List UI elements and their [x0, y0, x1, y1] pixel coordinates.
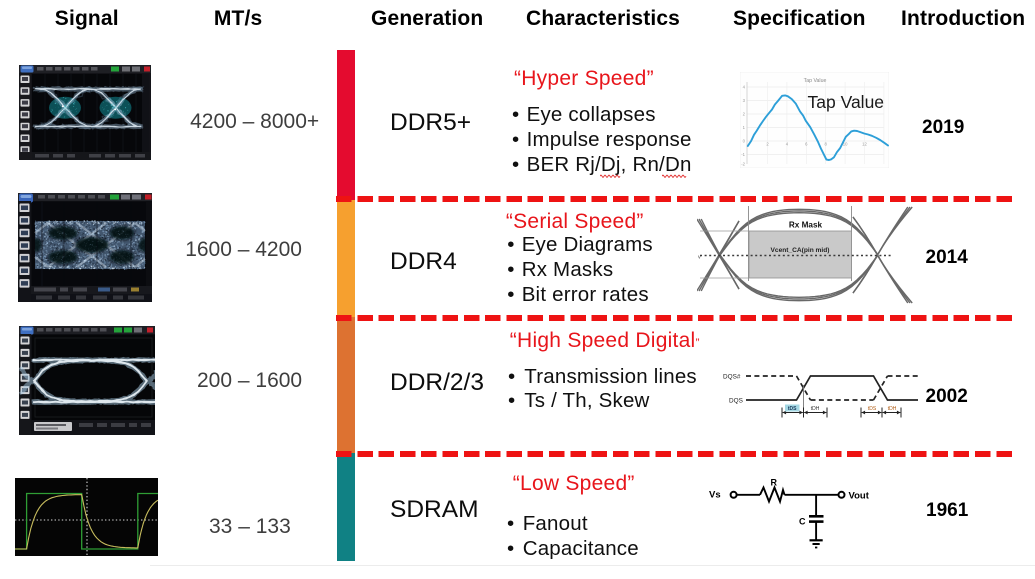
svg-text:tDH: tDH: [888, 406, 897, 412]
svg-text:12: 12: [862, 142, 867, 147]
svg-text:C: C: [799, 517, 806, 527]
svg-text:DQS: DQS: [729, 398, 743, 405]
svg-text:-1: -1: [741, 152, 745, 157]
svg-text:10: 10: [843, 142, 848, 147]
svg-text:4: 4: [786, 142, 789, 147]
svg-text:tDH: tDH: [811, 406, 820, 412]
svg-text:2: 2: [766, 142, 769, 147]
svg-text:R: R: [771, 478, 778, 488]
svg-text:v: v: [698, 255, 701, 261]
svg-text:tDS: tDS: [788, 406, 797, 412]
svg-text:DQS#: DQS#: [723, 374, 741, 381]
svg-text:-2: -2: [741, 162, 745, 167]
svg-text:0: 0: [743, 139, 746, 144]
svg-text:6: 6: [805, 142, 808, 147]
svg-text:8: 8: [825, 142, 828, 147]
svg-text:2: 2: [743, 112, 746, 117]
svg-text:tDS: tDS: [868, 406, 877, 412]
svg-text:Vout: Vout: [849, 491, 870, 502]
svg-text:Vcent_CA(pin mid): Vcent_CA(pin mid): [771, 247, 830, 254]
svg-text:3: 3: [743, 98, 746, 103]
svg-text:Tap Value: Tap Value: [804, 78, 827, 84]
svg-text:4: 4: [743, 85, 746, 90]
svg-text:Vs: Vs: [709, 490, 721, 501]
svg-text:Rx Mask: Rx Mask: [789, 221, 823, 230]
svg-text:1: 1: [743, 125, 746, 130]
